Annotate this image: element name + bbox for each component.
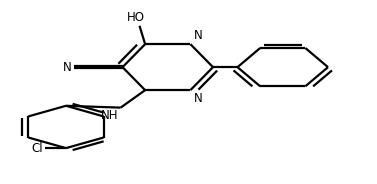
Text: N: N xyxy=(63,61,72,74)
Text: N: N xyxy=(194,92,203,105)
Text: N: N xyxy=(194,29,203,42)
Text: Cl: Cl xyxy=(32,142,43,155)
Text: HO: HO xyxy=(127,11,145,24)
Text: NH: NH xyxy=(101,109,119,123)
